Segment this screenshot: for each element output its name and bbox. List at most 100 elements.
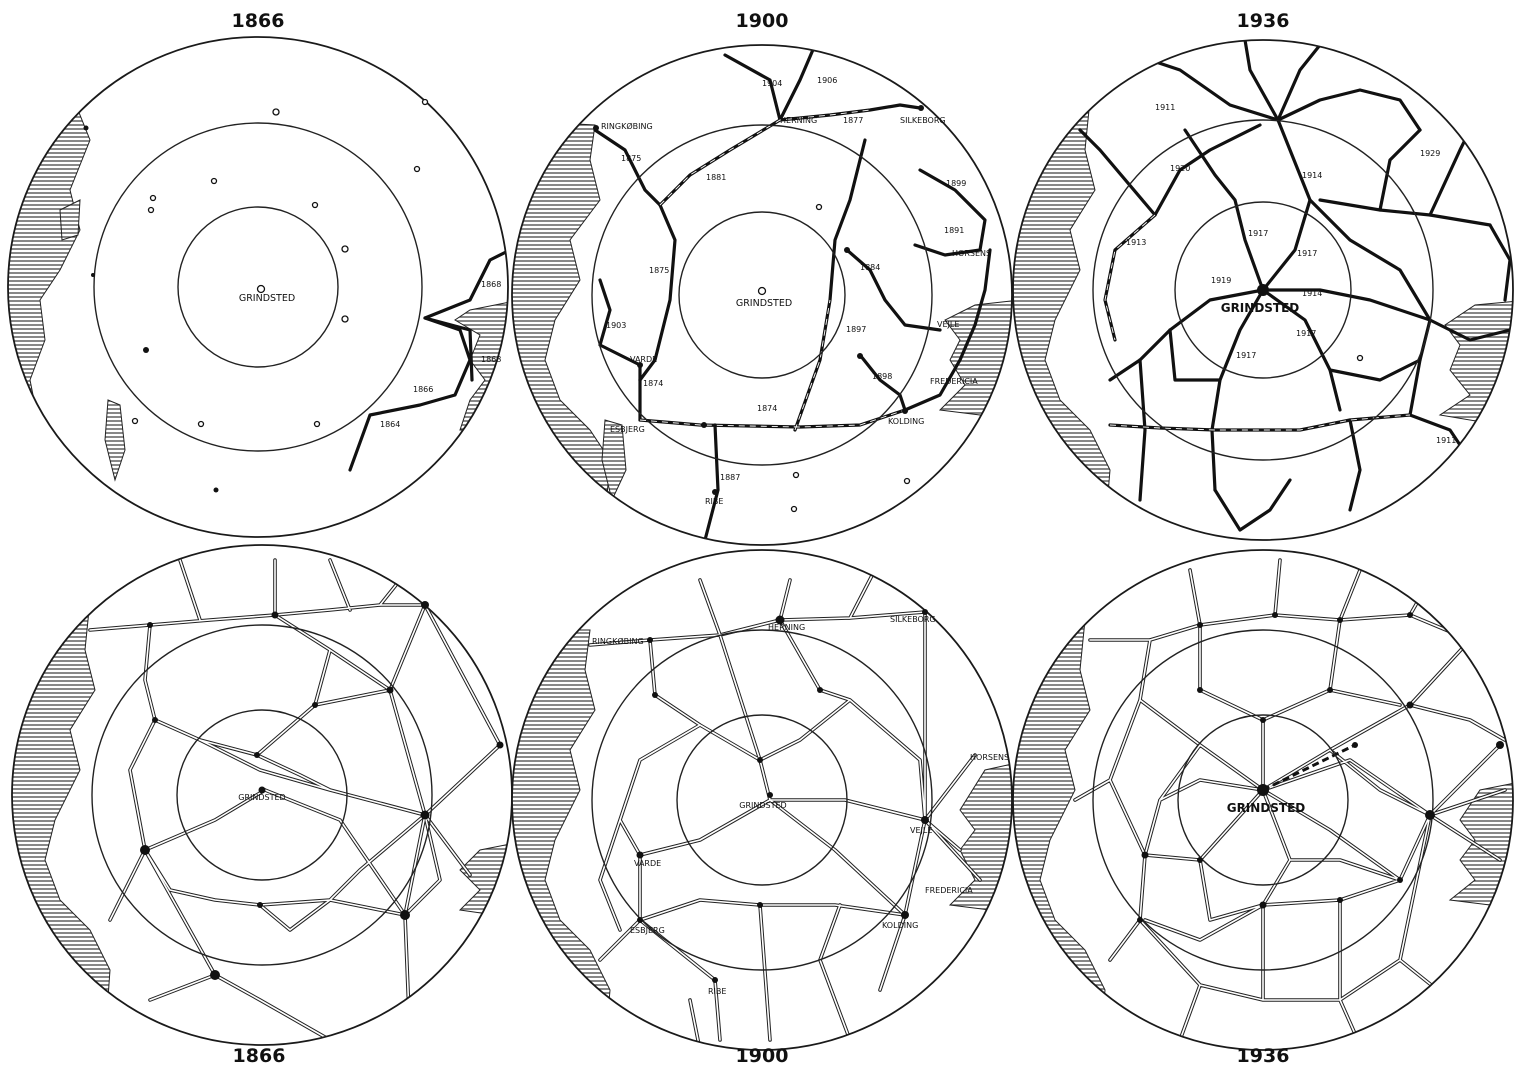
- rail-year-label: 1917: [1248, 229, 1268, 238]
- railway-line: [638, 203, 677, 382]
- town-label: SILKEBORG: [890, 615, 936, 624]
- rail-year-label: 1866: [413, 385, 433, 394]
- west-coast-sea: [512, 119, 611, 545]
- town-label: RINGKØBING: [601, 121, 653, 131]
- railway-line: [423, 316, 474, 382]
- middle-ring: [591, 629, 933, 971]
- railway-line: [348, 243, 508, 472]
- centre-town-label: GRINDSTED: [238, 793, 285, 802]
- rail-year-label: 1891: [944, 226, 964, 235]
- panel-year-label: 1866: [233, 1045, 286, 1067]
- east-coast-sea: [938, 299, 1012, 421]
- west-coast-sea: [8, 59, 91, 537]
- rail-year-label: 1887: [720, 473, 740, 482]
- railway-line: [658, 103, 922, 207]
- outer-ring: [7, 36, 509, 538]
- rail-year-label: 1914: [1302, 289, 1322, 298]
- map-panel-roads-1900: RINGKØBING HERNING SILKEBORG HORSENS VEJ…: [511, 549, 1013, 1067]
- railway-line: [723, 53, 782, 122]
- town-label: VARDE: [630, 355, 657, 364]
- rail-year-label: 1874: [643, 379, 663, 388]
- town-label: HORSENS: [952, 249, 991, 258]
- rail-year-label: 1897: [846, 325, 866, 334]
- inner-ring: [676, 714, 848, 886]
- rail-year-label: 1868: [481, 280, 501, 289]
- rail-year-label: 1919: [1211, 276, 1231, 285]
- inner-ring: [1177, 714, 1349, 886]
- rail-year-label: 1898: [872, 372, 892, 381]
- middle-ring: [93, 122, 423, 452]
- west-coast-sea: [12, 599, 111, 1045]
- town-label: KOLDING: [888, 417, 924, 426]
- centre-town-marker: [757, 286, 767, 296]
- town-label: RIBE: [708, 987, 726, 996]
- rail-year-label: 1875: [649, 266, 669, 275]
- railway-line: [913, 168, 987, 257]
- town-label: HERNING: [780, 116, 817, 125]
- junction-dots: [636, 609, 929, 983]
- outer-ring: [1012, 549, 1514, 1051]
- town-label: HORSENS: [970, 753, 1009, 762]
- outer-ring: [511, 44, 1013, 546]
- railway-line: [778, 45, 817, 122]
- railway-line: [638, 248, 992, 429]
- centre-town-label: GRINDSTED: [739, 801, 786, 810]
- centre-town-marker: [1257, 284, 1269, 296]
- town-label: RINGKØBING: [592, 636, 644, 646]
- panel-year-label: 1936: [1237, 1045, 1290, 1067]
- rail-year-label: 1874: [757, 404, 777, 413]
- east-coast-sea: [458, 839, 512, 921]
- town-label: ESBJERG: [610, 425, 645, 434]
- centre-town-label: GRINDSTED: [1221, 301, 1300, 315]
- inner-ring: [177, 206, 339, 368]
- rail-year-label: 1917: [1236, 351, 1256, 360]
- east-coast-sea: [1448, 779, 1513, 911]
- island: [104, 399, 126, 482]
- road-network: [88, 558, 502, 1042]
- rail-year-label: 1875: [621, 154, 641, 163]
- town-label: HERNING: [768, 623, 805, 632]
- town-dot: [1356, 354, 1364, 362]
- town-dots: [593, 105, 924, 513]
- rail-year-label: 1914: [1302, 171, 1322, 180]
- town-label: VARDE: [634, 859, 661, 868]
- town-label: VEJLE: [937, 320, 959, 329]
- centre-town-label: GRINDSTED: [1227, 801, 1306, 815]
- town-label: ESBJERG: [630, 926, 665, 935]
- inner-ring: [678, 211, 846, 379]
- town-label: VEJLE: [910, 826, 932, 835]
- rail-year-label: 1917: [1297, 249, 1317, 258]
- map-panel-rail-1866: 1866 GRINDSTED: [7, 10, 509, 538]
- rail-year-label: 1877: [843, 116, 863, 125]
- centre-town-marker: [256, 284, 266, 294]
- railway-line: [793, 138, 867, 432]
- fjord-inlet: [59, 199, 81, 241]
- railway-line: [593, 128, 662, 207]
- middle-ring: [591, 124, 933, 466]
- junction-dots: [140, 601, 504, 980]
- railway-line: [858, 353, 907, 412]
- middle-ring: [1092, 119, 1434, 461]
- rail-year-label: 1920: [1170, 164, 1190, 173]
- rail-year-label: 1904: [762, 79, 782, 88]
- centre-town-marker: [1257, 784, 1269, 796]
- inner-ring: [1174, 201, 1352, 379]
- map-panel-roads-1866: GRINDSTED 1866: [11, 544, 513, 1067]
- middle-ring: [91, 624, 433, 966]
- railway-line: [598, 278, 642, 422]
- centre-town-label: GRINDSTED: [736, 298, 792, 309]
- town-label: KOLDING: [882, 921, 918, 930]
- rail-year-label: 1911: [1436, 436, 1456, 445]
- centre-town-label: GRINDSTED: [239, 293, 295, 304]
- map-panel-roads-1936: GRINDSTED 1936: [1012, 549, 1514, 1067]
- railway-line: [703, 423, 720, 542]
- inner-ring: [176, 709, 348, 881]
- town-label: FREDERICIA: [930, 377, 978, 386]
- junction-dots: [1137, 612, 1504, 923]
- east-coast-sea: [1438, 299, 1513, 431]
- rail-year-label: 1913: [1126, 238, 1146, 247]
- panel-year-label: 1900: [736, 10, 789, 32]
- rail-year-label: 1906: [817, 76, 837, 85]
- map-panel-rail-1900: 1900 GRINDSTED: [511, 10, 1013, 546]
